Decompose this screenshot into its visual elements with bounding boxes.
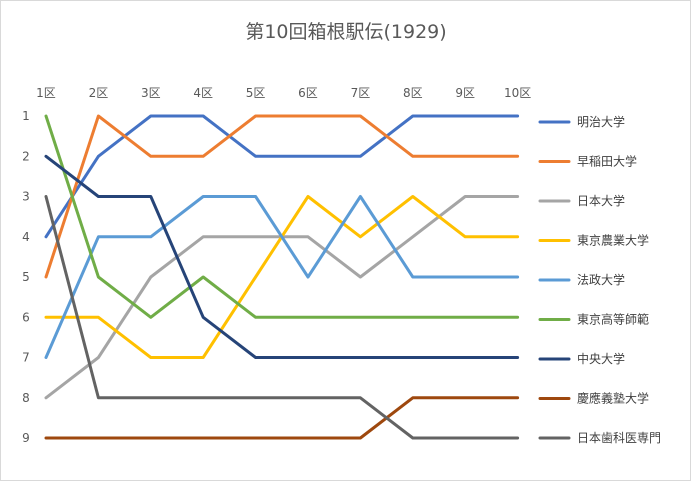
y-tick-label: 5 xyxy=(22,270,30,284)
y-tick-label: 1 xyxy=(22,109,30,123)
series-line xyxy=(44,154,520,359)
x-tick-label: 4区 xyxy=(193,86,213,100)
y-axis-tick-labels: 1 2 3 4 5 6 7 8 9 xyxy=(22,109,30,445)
legend-label: 慶應義塾大学 xyxy=(577,391,649,406)
y-tick-label: 2 xyxy=(22,149,30,163)
series-line xyxy=(44,114,520,279)
y-tick-label: 7 xyxy=(22,351,30,365)
series-line xyxy=(44,195,520,440)
x-tick-label: 6区 xyxy=(298,86,318,100)
legend: 明治大学早稲田大学日本大学東京農業大学法政大学東京高等師範中央大学慶應義塾大学日… xyxy=(538,114,661,445)
x-tick-label: 9区 xyxy=(455,86,475,100)
y-tick-label: 4 xyxy=(22,230,30,244)
legend-label: 早稲田大学 xyxy=(577,154,637,169)
x-tick-label: 7区 xyxy=(351,86,371,100)
legend-label: 日本大学 xyxy=(577,193,625,208)
series-lines xyxy=(44,114,520,440)
series-line xyxy=(44,114,520,319)
legend-label: 明治大学 xyxy=(577,114,625,129)
legend-label: 法政大学 xyxy=(577,272,625,287)
series-line xyxy=(44,195,520,400)
y-tick-label: 3 xyxy=(22,190,30,204)
legend-label: 日本歯科医専門 xyxy=(577,431,661,445)
x-tick-label: 8区 xyxy=(403,86,423,100)
chart-title: 第10回箱根駅伝(1929) xyxy=(245,21,446,43)
x-tick-label: 2区 xyxy=(89,86,109,100)
y-tick-label: 9 xyxy=(22,431,30,445)
legend-label: 東京高等師範 xyxy=(577,312,649,327)
x-tick-label: 1区 xyxy=(36,86,56,100)
y-tick-label: 6 xyxy=(22,310,30,324)
legend-label: 中央大学 xyxy=(577,351,625,366)
x-tick-label: 3区 xyxy=(141,86,161,100)
x-tick-label: 10区 xyxy=(504,86,531,100)
legend-label: 東京農業大学 xyxy=(577,233,649,248)
x-tick-label: 5区 xyxy=(246,86,266,100)
y-tick-label: 8 xyxy=(22,391,30,405)
x-axis-tick-labels: 1区 2区 3区 4区 5区 6区 7区 8区 9区 10区 xyxy=(36,86,531,100)
series-line xyxy=(44,114,520,239)
series-line xyxy=(44,195,520,359)
series-line xyxy=(44,396,520,440)
